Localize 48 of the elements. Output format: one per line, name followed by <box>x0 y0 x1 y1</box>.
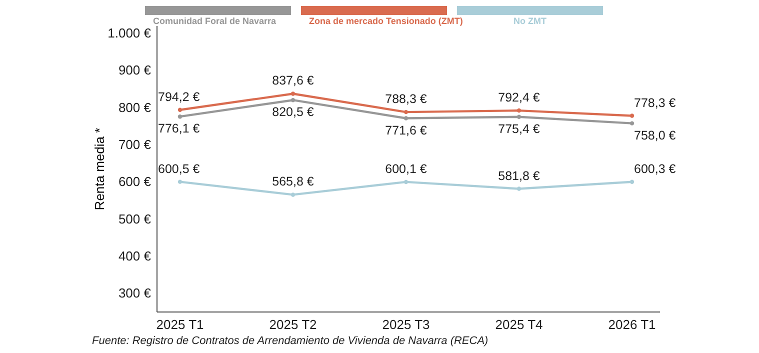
y-tick-label: 400 € <box>118 248 152 264</box>
source-note: Fuente: Registro de Contratos de Arrendamiento de Vivienda de Navarra (RECA) <box>92 335 489 347</box>
point <box>516 186 522 191</box>
point <box>404 180 408 184</box>
text: Zona de mercado Tensionado (ZMT) <box>309 16 463 26</box>
data-label: 581,8 € <box>498 168 540 183</box>
data-label: 837,6 € <box>272 74 314 88</box>
data-label: 788,3 € <box>385 92 427 106</box>
y-tick-label: 1.000 € <box>108 26 152 41</box>
point <box>178 180 182 184</box>
data-label: 776,1 € <box>158 122 200 136</box>
x-tick-label: 2025 T3 <box>382 317 430 332</box>
point <box>404 110 408 114</box>
data-label: 565,8 € <box>272 174 314 189</box>
data-label: 778,3 € <box>634 96 676 110</box>
x-tick-label: 2025 T1 <box>156 317 204 332</box>
data-label: 600,1 € <box>385 162 427 176</box>
point <box>630 114 634 118</box>
point <box>290 98 296 102</box>
point <box>630 180 634 184</box>
point <box>404 116 408 120</box>
x-tick-label: 2026 T1 <box>608 317 656 332</box>
point <box>178 108 182 112</box>
point <box>178 114 182 119</box>
y-tick-label: 500 € <box>118 211 152 226</box>
point <box>516 108 522 113</box>
x-tick-label: 2025 T2 <box>269 317 317 332</box>
point <box>630 121 634 126</box>
data-label: 794,2 € <box>158 90 200 104</box>
data-label: 775,4 € <box>498 122 540 136</box>
y-tick-label: 300 € <box>118 286 152 301</box>
data-label: 758,0 € <box>634 128 676 142</box>
point <box>290 92 296 96</box>
y-axis-title: Renta media * <box>92 128 107 210</box>
y-tick-label: 700 € <box>118 137 152 152</box>
point <box>290 192 296 197</box>
y-tick-label: 900 € <box>118 62 152 78</box>
data-label: 600,5 € <box>158 162 200 176</box>
data-label: 792,4 € <box>498 90 540 105</box>
text: Comunidad Foral de Navarra <box>153 16 278 26</box>
y-tick-label: 800 € <box>118 100 152 115</box>
data-label: 600,3 € <box>634 162 676 176</box>
y-tick-label: 600 € <box>118 174 152 190</box>
text: No ZMT <box>514 16 547 26</box>
point <box>516 114 522 119</box>
data-label: 820,5 € <box>272 105 314 120</box>
x-tick-label: 2025 T4 <box>495 317 543 332</box>
data-label: 771,6 € <box>385 123 427 138</box>
